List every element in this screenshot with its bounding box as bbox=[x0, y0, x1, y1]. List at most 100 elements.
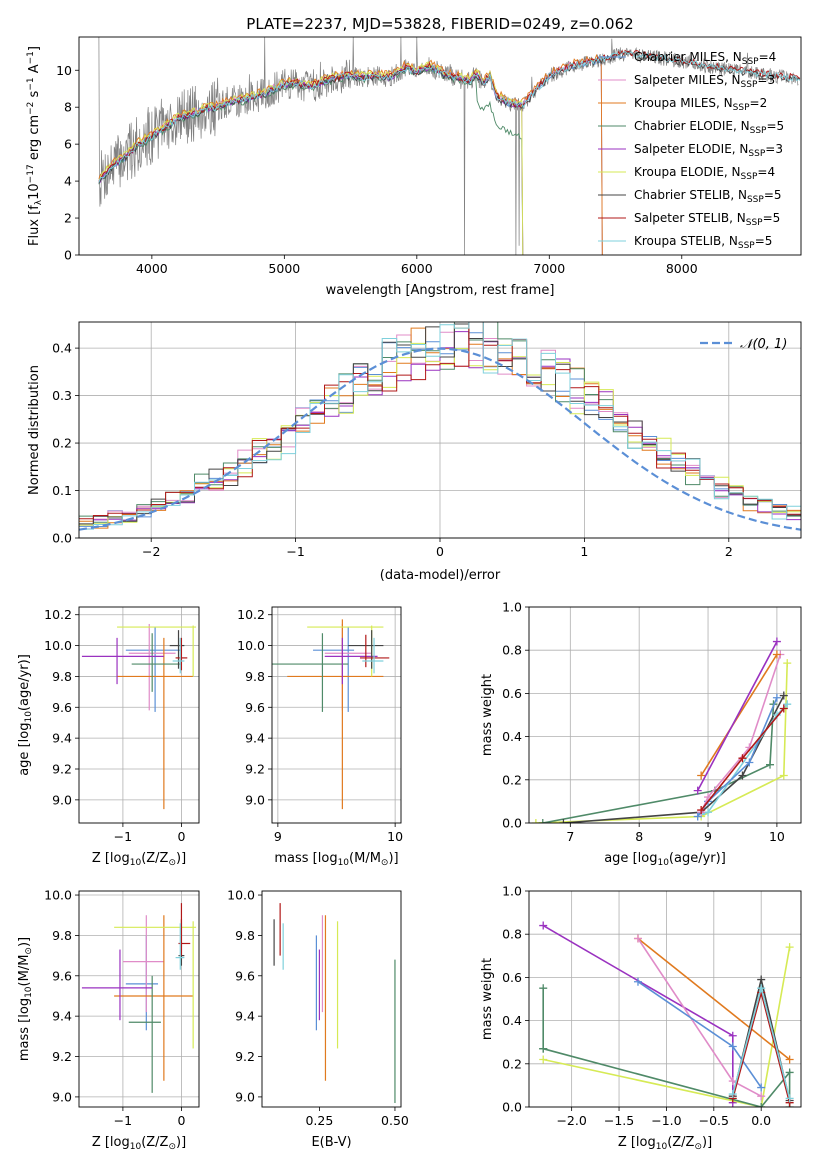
y-tick-label: 9.0 bbox=[52, 1089, 72, 1104]
legend-entry: Kroupa STELIB, NSSP=5 bbox=[634, 234, 772, 251]
x-tick-label: 10 bbox=[387, 829, 403, 844]
axis-ticks: −1 0 9.0 9.2 9.4 9.6 9.8 10.0 10.2 bbox=[44, 607, 185, 844]
plus-marker bbox=[766, 760, 775, 769]
legend-entry: Chabrier STELIB, NSSP=5 bbox=[634, 188, 782, 205]
y-tick-label: 0.6 bbox=[502, 970, 522, 985]
plot-area bbox=[531, 637, 792, 823]
data-point bbox=[125, 627, 182, 712]
x-tick-label: 1 bbox=[580, 544, 588, 559]
mass-weight-line bbox=[700, 654, 782, 813]
data-point bbox=[81, 637, 164, 685]
data-point bbox=[128, 975, 161, 1093]
y-tick-label: 9.0 bbox=[245, 792, 265, 807]
y-tick-label: 0.3 bbox=[52, 388, 72, 403]
y-tick-label: 10.0 bbox=[227, 888, 255, 903]
x-axis-label: (data-model)/error bbox=[380, 568, 501, 583]
y-tick-label: 9.0 bbox=[235, 1089, 255, 1104]
plus-marker bbox=[757, 1083, 766, 1092]
plus-marker bbox=[539, 1055, 548, 1064]
axis-ticks: 0.25 0.50 9.0 9.2 9.4 9.6 9.8 10.0 bbox=[227, 888, 409, 1128]
y-tick-label: 10.2 bbox=[237, 607, 265, 622]
x-tick-label: 6000 bbox=[401, 261, 433, 276]
y-tick-label: 9.4 bbox=[52, 731, 72, 746]
data-point bbox=[122, 915, 164, 1013]
x-axis-label: mass [log10(M/M⊙)] bbox=[274, 851, 398, 868]
mass-weight-line bbox=[637, 937, 791, 1061]
data-point bbox=[117, 625, 197, 677]
data-point bbox=[272, 633, 349, 712]
y-tick-label: 9.0 bbox=[52, 792, 72, 807]
legend-entry: Kroupa ELODIE, NSSP=4 bbox=[634, 165, 775, 182]
y-tick-label: 9.2 bbox=[52, 1049, 72, 1064]
y-tick-label: 9.8 bbox=[52, 928, 72, 943]
axis-ticks: −2 −1 0 1 2 0.0 0.1 0.2 0.3 0.4 bbox=[52, 341, 733, 559]
y-tick-label: 0.4 bbox=[52, 341, 72, 356]
data-point bbox=[81, 949, 153, 1021]
plus-marker bbox=[693, 786, 702, 795]
y-tick-label: 0.2 bbox=[502, 1056, 522, 1071]
y-tick-label: 6 bbox=[64, 137, 72, 152]
axes-frame bbox=[78, 36, 802, 256]
mass-weight-line bbox=[700, 654, 778, 776]
chart-title: PLATE=2237, MJD=53828, FIBERID=0249, z=0… bbox=[246, 15, 633, 33]
plot-area bbox=[81, 903, 197, 1093]
y-axis-label: Flux [fλ10−17 erg cm−2 s−1 A−1] bbox=[26, 46, 44, 246]
plus-marker bbox=[783, 659, 792, 668]
plus-marker bbox=[559, 819, 568, 823]
model-spectrum-line bbox=[98, 64, 524, 255]
x-tick-label: 7 bbox=[566, 829, 574, 844]
legend: 𝒩(0, 1) bbox=[700, 337, 787, 352]
legend-entry: Salpeter MILES, NSSP=3 bbox=[634, 73, 775, 90]
y-tick-label: 9.6 bbox=[235, 968, 255, 983]
axes-frame bbox=[78, 890, 200, 1108]
plus-marker bbox=[757, 1092, 766, 1101]
legend-entry: Kroupa MILES, NSSP=2 bbox=[634, 96, 767, 113]
model-spectrum-line bbox=[98, 55, 603, 255]
y-tick-label: 0.2 bbox=[502, 772, 522, 787]
plot-area bbox=[273, 903, 396, 1103]
age-vs-metallicity-panel: −1 0 9.0 9.2 9.4 9.6 9.8 10.0 10.2 Z [log10(Z/Z⊙)… bbox=[17, 606, 200, 868]
y-tick-label: 1.0 bbox=[502, 884, 522, 899]
axes-frame bbox=[271, 606, 402, 824]
plus-marker bbox=[785, 1055, 794, 1064]
legend-entry: 𝒩(0, 1) bbox=[740, 337, 787, 352]
mass-weight-line bbox=[696, 641, 778, 791]
y-axis-label: Normed distribution bbox=[27, 365, 42, 495]
data-point bbox=[117, 637, 194, 810]
x-tick-label: 0.0 bbox=[751, 1113, 771, 1128]
plus-marker bbox=[697, 771, 706, 780]
plus-marker bbox=[772, 637, 781, 646]
axes-frame bbox=[528, 606, 802, 824]
legend: Chabrier MILES, NSSP=4 Salpeter MILES, NS… bbox=[598, 50, 784, 251]
y-tick-label: 10 bbox=[56, 63, 72, 78]
y-tick-label: 9.6 bbox=[245, 700, 265, 715]
data-point bbox=[169, 630, 185, 669]
y-tick-label: 9.2 bbox=[235, 1049, 255, 1064]
plus-marker bbox=[757, 975, 766, 984]
x-axis-label: Z [log10(Z/Z⊙)] bbox=[92, 851, 186, 868]
mass-vs-extinction-panel: 0.25 0.50 9.0 9.2 9.4 9.6 9.8 10.0 E(B-V) bbox=[227, 888, 409, 1150]
legend-entry: Chabrier MILES, NSSP=4 bbox=[634, 50, 776, 67]
y-tick-label: 10.0 bbox=[44, 888, 72, 903]
model-spectrum-line bbox=[98, 56, 603, 255]
x-axis-label: Z [log10(Z/Z⊙)] bbox=[618, 1135, 712, 1152]
plot-area bbox=[79, 322, 801, 531]
data-point bbox=[287, 619, 384, 810]
y-tick-label: 9.8 bbox=[245, 669, 265, 684]
age-vs-mass-panel: 9 10 9.0 9.2 9.4 9.6 9.8 10.0 10.2 mass [log10(M/… bbox=[237, 606, 403, 868]
plus-marker bbox=[783, 700, 792, 709]
grid-lines bbox=[272, 607, 401, 823]
axis-ticks: −1 0 9.0 9.2 9.4 9.6 9.8 10.0 bbox=[44, 888, 185, 1128]
axis-ticks: −2.0 −1.5 −1.0 −0.5 0.0 0.0 0.2 0.4 0.6 0.8 1.0 bbox=[502, 884, 771, 1129]
y-tick-label: 4 bbox=[64, 174, 72, 189]
plus-marker bbox=[539, 921, 548, 930]
y-axis-label: age [log10(age/yr)] bbox=[17, 654, 34, 776]
plot-area bbox=[539, 921, 794, 1107]
x-tick-label: 0 bbox=[436, 544, 444, 559]
x-tick-label: 2 bbox=[725, 544, 733, 559]
plus-marker bbox=[745, 758, 754, 767]
x-tick-label: −0.5 bbox=[699, 1113, 729, 1128]
histogram-step bbox=[79, 322, 801, 520]
mass-weight-vs-metallicity-panel: −2.0 −1.5 −1.0 −0.5 0.0 0.0 0.2 0.4 0.6 0.8 1.0 Z [… bbox=[480, 884, 802, 1152]
x-tick-label: 0 bbox=[177, 1113, 185, 1128]
